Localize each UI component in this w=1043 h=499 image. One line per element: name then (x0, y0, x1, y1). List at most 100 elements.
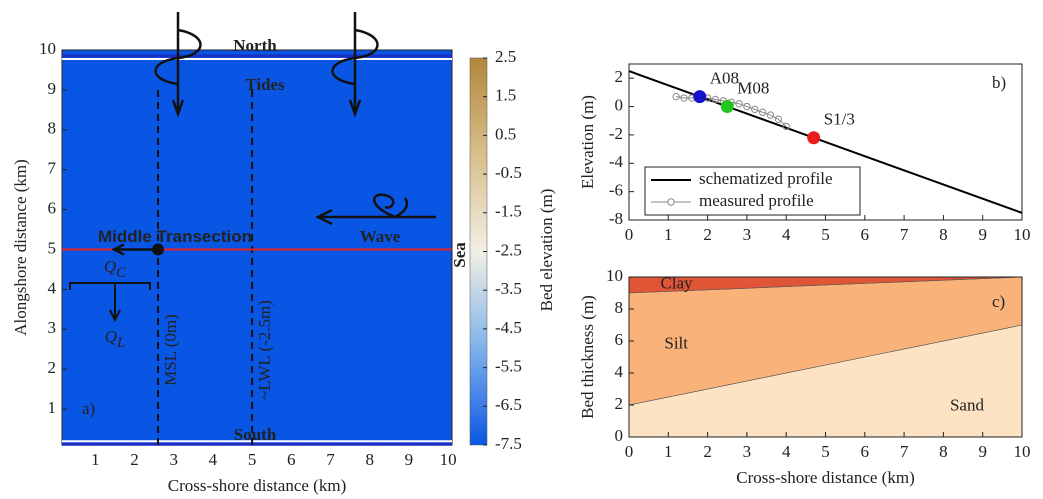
x-tick-label: 7 (900, 225, 909, 244)
x-tick-label: 8 (939, 442, 948, 461)
y-tick-label: 4 (48, 278, 57, 297)
legend-marker (667, 198, 675, 206)
y-tick-label: -4 (609, 152, 624, 171)
profile-point (751, 105, 759, 114)
y-tick-label: -6 (609, 181, 623, 200)
panel-label: b) (992, 73, 1006, 92)
y-axis-label: Elevation (m) (578, 95, 597, 189)
x-tick-label: 8 (939, 225, 948, 244)
boundary-label: North (233, 36, 277, 55)
flux-symbol: Q (105, 327, 117, 346)
x-tick-label: 3 (169, 450, 178, 469)
sea-label: Sea (450, 242, 469, 268)
colorbar-tick-label: -7.5 (495, 434, 522, 453)
station-point (807, 131, 821, 145)
plot-frame (628, 276, 1023, 438)
colorbar-tick-label: -3.5 (495, 279, 522, 298)
x-tick-label: 10 (440, 450, 457, 469)
x-tick-label: 0 (625, 442, 634, 461)
transect-label: Middle Transection (98, 227, 252, 246)
flux-arrow (111, 243, 159, 256)
y-axis-label: Bed thickness (m) (578, 295, 597, 419)
profile-point (743, 102, 751, 111)
flux-label: QC (104, 257, 127, 282)
x-tick-label: 2 (130, 450, 139, 469)
x-tick-label: 6 (861, 225, 870, 244)
y-tick-label: 0 (615, 95, 624, 114)
y-tick-label: 10 (606, 266, 623, 285)
wave-arrow (315, 193, 436, 226)
colorbar-tick-label: -2.5 (495, 240, 522, 259)
flux-symbol: Q (104, 257, 116, 276)
x-tick-label: 5 (248, 450, 257, 469)
profile-point (758, 108, 767, 116)
x-tick-label: 6 (287, 450, 296, 469)
y-tick-label: 8 (615, 298, 624, 317)
x-tick-label: 3 (743, 442, 752, 461)
station-label: S1/3 (824, 110, 855, 129)
x-tick-label: 5 (821, 225, 830, 244)
flux-bracket (69, 282, 151, 323)
colorbar-tick-label: -4.5 (495, 318, 522, 337)
x-tick-label: 1 (664, 442, 673, 461)
flux-subscript: C (116, 265, 127, 281)
panel-label: a) (82, 399, 95, 418)
colorbar-tick-label: 0.5 (495, 124, 516, 143)
y-tick-label: -8 (609, 209, 623, 228)
profile-point (672, 92, 680, 101)
station-point (720, 100, 734, 114)
x-tick-label: 9 (405, 450, 414, 469)
y-tick-label: 3 (48, 318, 57, 337)
x-tick-label: 1 (91, 450, 100, 469)
x-tick-label: 5 (821, 442, 830, 461)
x-tick-label: 1 (664, 225, 673, 244)
y-tick-label: 4 (615, 362, 624, 381)
legend-label: schematized profile (699, 169, 833, 188)
layer-label: Silt (664, 334, 688, 353)
y-tick-label: 2 (48, 358, 57, 377)
x-tick-label: 4 (782, 225, 791, 244)
boundary-label: South (234, 425, 277, 444)
bed-elevation-map (62, 50, 452, 445)
x-tick-label: 4 (209, 450, 218, 469)
y-tick-label: 7 (48, 159, 57, 178)
colorbar-tick-label: -5.5 (495, 357, 522, 376)
y-tick-label: 0 (615, 426, 624, 445)
colorbar-label: Bed elevation (m) (537, 189, 556, 312)
profile-point (680, 94, 688, 102)
tide-symbol (154, 12, 202, 118)
y-tick-label: 8 (48, 119, 57, 138)
x-tick-label: 9 (978, 225, 987, 244)
station-label: M08 (737, 78, 769, 97)
x-tick-label: 7 (326, 450, 335, 469)
colorbar-tick-label: -6.5 (495, 395, 522, 414)
station-label: A08 (710, 69, 739, 88)
x-axis-label: Cross-shore distance (km) (168, 476, 346, 495)
x-tick-label: 10 (1014, 442, 1031, 461)
x-tick-label: 10 (1014, 225, 1031, 244)
x-tick-label: 3 (743, 225, 752, 244)
profile-point (782, 122, 790, 131)
profile-point (735, 100, 743, 108)
x-tick-label: 7 (900, 442, 909, 461)
x-tick-label: 2 (703, 442, 712, 461)
y-tick-label: 6 (48, 199, 57, 218)
profile-point (774, 115, 783, 124)
y-tick-label: 6 (615, 330, 624, 349)
plot-frame (628, 63, 1023, 221)
station-point (693, 90, 707, 104)
layer-label: Sand (950, 396, 985, 415)
x-tick-label: 6 (861, 442, 870, 461)
x-tick-label: 9 (978, 442, 987, 461)
x-tick-label: 8 (365, 450, 374, 469)
colorbar-tick-label: 1.5 (495, 86, 516, 105)
legend-box (644, 166, 861, 216)
x-tick-label: 4 (782, 442, 791, 461)
colorbar-tick-label: -1.5 (495, 202, 522, 221)
x-tick-label: 0 (625, 225, 634, 244)
flux-subscript: L (116, 335, 125, 351)
profile-point (711, 95, 720, 104)
tide-symbol (331, 12, 379, 118)
x-axis-label: Cross-shore distance (km) (736, 468, 914, 487)
y-tick-label: 10 (39, 39, 56, 58)
